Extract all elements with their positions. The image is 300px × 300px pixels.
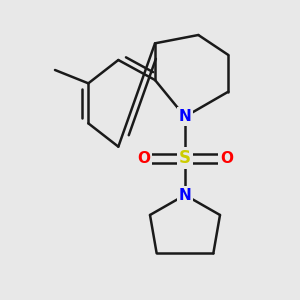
- Text: O: O: [220, 151, 233, 166]
- Text: S: S: [179, 149, 191, 167]
- Text: N: N: [178, 188, 191, 202]
- Text: O: O: [137, 151, 150, 166]
- Text: N: N: [178, 109, 191, 124]
